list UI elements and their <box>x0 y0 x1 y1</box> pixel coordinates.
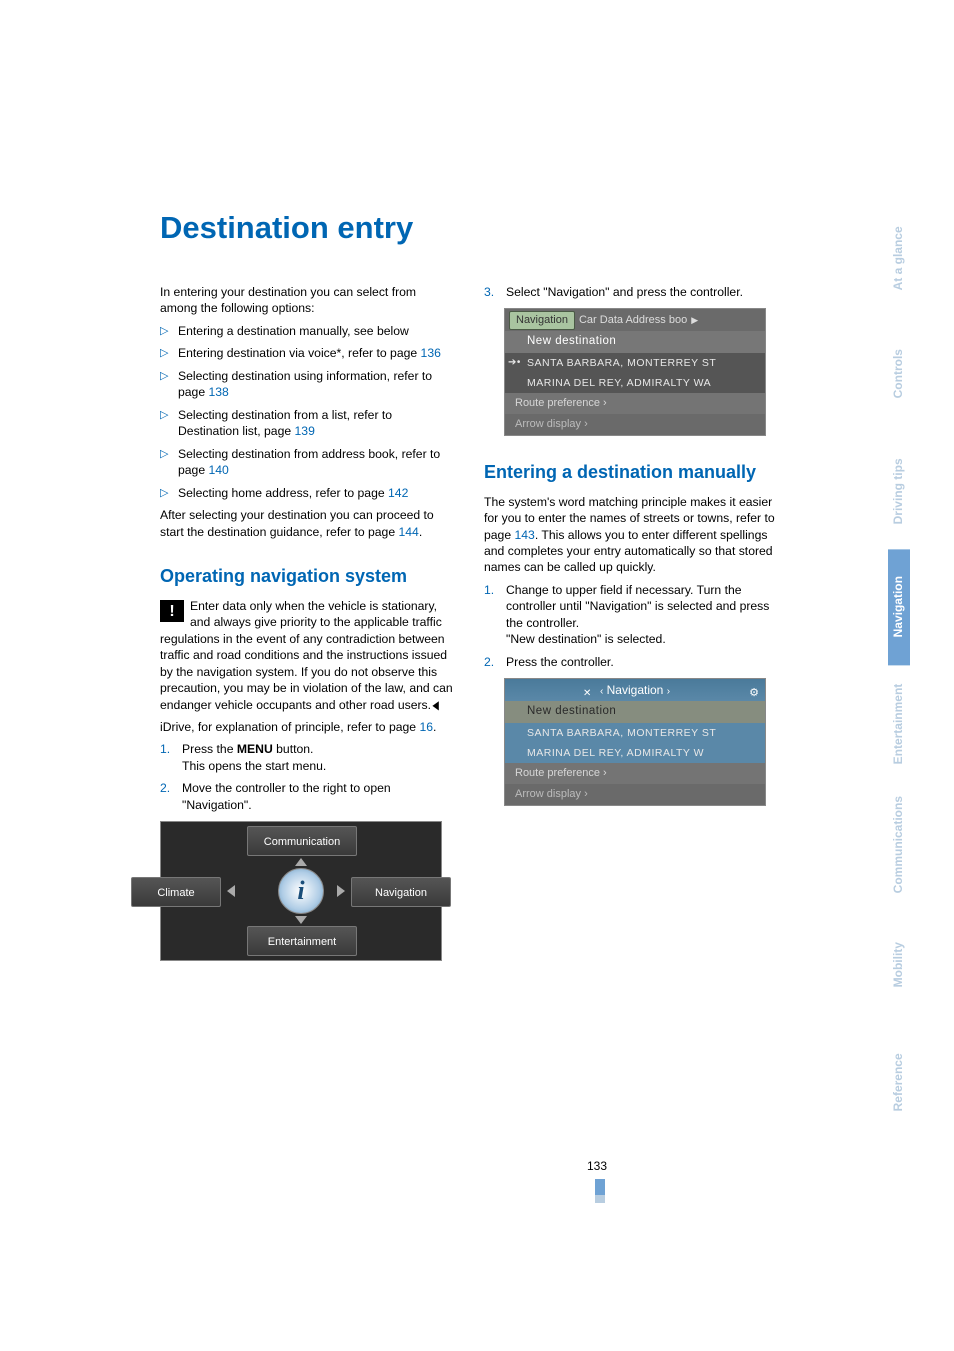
arrow-up-icon <box>295 858 307 866</box>
tab-communications[interactable]: Communications <box>888 782 910 907</box>
nav-row-new-dest: New destination <box>505 701 765 723</box>
cross-center-icon: i <box>278 868 324 914</box>
section-heading-entering: Entering a destination manually <box>484 462 780 484</box>
idrive-cross-screenshot: Communication Climate Navigation Enterta… <box>160 821 442 961</box>
list-item: Selecting destination using information,… <box>160 368 456 401</box>
arrow-left-icon <box>227 885 235 897</box>
list-item: Selecting destination from a list, refer… <box>160 407 456 440</box>
list-item: Entering destination via voice*, refer t… <box>160 345 456 361</box>
nav-screenshot-2: ✕ ‹ Navigation › ⚙ New destination SANTA… <box>504 678 766 806</box>
nav-tab-rest: Car Data Address boo <box>579 313 687 328</box>
page-link[interactable]: 138 <box>209 385 229 399</box>
page-link[interactable]: 144 <box>399 525 419 539</box>
page-number: 133 <box>587 1159 607 1173</box>
intro-paragraph: In entering your destination you can sel… <box>160 284 456 317</box>
tab-driving-tips[interactable]: Driving tips <box>888 433 910 549</box>
arrow-right-icon <box>337 885 345 897</box>
cross-top-label: Communication <box>247 826 357 856</box>
tab-reference[interactable]: Reference <box>888 1024 910 1140</box>
side-tabs: Reference Mobility Communications Entert… <box>888 200 910 1140</box>
end-mark-icon: ◀ <box>432 697 439 713</box>
warning-paragraph: Enter data only when the vehicle is stat… <box>160 598 456 713</box>
tab-at-a-glance[interactable]: At a glance <box>888 200 910 316</box>
nav-footer-route: Route preference › <box>505 763 765 784</box>
options-list: Entering a destination manually, see bel… <box>160 323 456 501</box>
nav-footer-arrow: Arrow display › <box>505 784 765 805</box>
idrive-ref-paragraph: iDrive, for explanation of principle, re… <box>160 719 456 735</box>
page-link[interactable]: 16 <box>419 720 433 734</box>
nav-row-addr1: SANTA BARBARA, MONTERREY ST <box>505 353 765 373</box>
chevron-right-icon: › <box>667 686 670 697</box>
page-link[interactable]: 143 <box>515 528 535 542</box>
list-item: Move the controller to the right to open… <box>160 780 456 813</box>
nav-row-addr1: SANTA BARBARA, MONTERREY ST <box>505 723 765 743</box>
left-column: In entering your destination you can sel… <box>160 284 456 961</box>
nav-row-addr2: MARINA DEL REY, ADMIRALTY W <box>505 743 765 763</box>
warning-icon <box>160 600 184 622</box>
arrow-down-icon <box>295 916 307 924</box>
left-steps-list: Press the MENU button. This opens the st… <box>160 741 456 813</box>
page-title: Destination entry <box>160 210 780 246</box>
right-column: Select "Navigation" and press the contro… <box>484 284 780 961</box>
cross-bottom-label: Entertainment <box>247 926 357 956</box>
nav-row-addr2: MARINA DEL REY, ADMIRALTY WA <box>505 373 765 393</box>
nav-footer-route: Route preference › <box>505 393 765 414</box>
tab-controls[interactable]: Controls <box>888 316 910 432</box>
tab-entertainment[interactable]: Entertainment <box>888 666 910 782</box>
list-item: Entering a destination manually, see bel… <box>160 323 456 339</box>
list-item: Press the MENU button. This opens the st… <box>160 741 456 774</box>
page-content: Destination entry In entering your desti… <box>160 210 780 961</box>
chevron-left-icon: ‹ <box>600 686 603 697</box>
two-column-layout: In entering your destination you can sel… <box>160 284 780 961</box>
list-item: Press the controller. <box>484 654 780 670</box>
entering-paragraph: The system's word matching principle mak… <box>484 494 780 576</box>
page-position-bar <box>595 1179 605 1203</box>
cross-right-label: Navigation <box>351 877 451 907</box>
chevron-right-icon: ▶ <box>691 314 698 326</box>
nav-top-band: ✕ ‹ Navigation › ⚙ <box>505 679 765 701</box>
nav-screenshot-1: Navigation Car Data Address boo ▶ New de… <box>504 308 766 436</box>
section-heading-operating: Operating navigation system <box>160 566 456 588</box>
page-link[interactable]: 136 <box>421 346 441 360</box>
tab-mobility[interactable]: Mobility <box>888 907 910 1023</box>
list-item: Selecting home address, refer to page 14… <box>160 485 456 501</box>
list-item: Selecting destination from address book,… <box>160 446 456 479</box>
page-link[interactable]: 139 <box>295 424 315 438</box>
cross-left-label: Climate <box>131 877 221 907</box>
page-link[interactable]: 140 <box>209 463 229 477</box>
list-item: Change to upper field if necessary. Turn… <box>484 582 780 648</box>
nav-row-new-dest: New destination <box>505 331 765 353</box>
right-steps-list: Change to upper field if necessary. Turn… <box>484 582 780 670</box>
nav-tab-bar: Navigation Car Data Address boo ▶ <box>505 309 765 331</box>
right-step3-list: Select "Navigation" and press the contro… <box>484 284 780 300</box>
list-item: Select "Navigation" and press the contro… <box>484 284 780 300</box>
after-list-paragraph: After selecting your destination you can… <box>160 507 456 540</box>
page-link[interactable]: 142 <box>388 486 408 500</box>
tab-navigation[interactable]: Navigation <box>888 549 910 665</box>
nav-tab-active: Navigation <box>509 311 575 330</box>
nav-footer-arrow: Arrow display › <box>505 414 765 435</box>
